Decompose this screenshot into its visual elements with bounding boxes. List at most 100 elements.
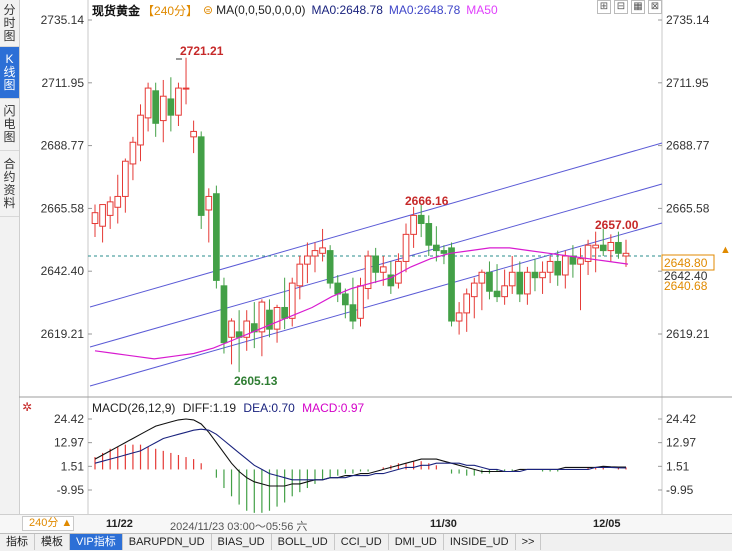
second-price-value: 2640.68 [664, 279, 708, 293]
price-tick-left: 2619.21 [41, 327, 85, 341]
tab-timeshare-label: 分时图 [3, 2, 16, 43]
candle-body-up [121, 160, 129, 197]
price-tick-right: 2711.95 [666, 76, 709, 90]
candle-body-up [470, 282, 478, 298]
candle-body-up [106, 201, 114, 216]
candle-body-down [417, 214, 425, 225]
period-label[interactable]: 【240分】 [142, 3, 199, 18]
macd-tick-right: -9.95 [666, 483, 694, 497]
candle-body-down [213, 193, 220, 281]
candle-body-up [561, 255, 569, 276]
current-price-tag [661, 254, 715, 271]
hidden-price-tick: 2642.40 [664, 269, 708, 283]
candle-body-up [501, 285, 508, 298]
candle-body-up [129, 141, 137, 165]
candle-body-up [546, 260, 554, 273]
candle-body-down [334, 282, 342, 295]
candle-body-up [296, 263, 304, 287]
candle-body-down [281, 306, 288, 319]
low-annotation: 2605.13 [234, 374, 278, 388]
macd-tick-right: 12.97 [666, 436, 696, 450]
tab-flash[interactable]: 闪电图 [0, 99, 19, 151]
tab-bias[interactable]: BIAS_UD [212, 534, 272, 550]
ma50-legend: MA50 [466, 3, 498, 17]
price-tick-right: 2688.77 [666, 139, 710, 153]
candle-body-up [410, 214, 417, 235]
price-axis: 2735.14 2735.14 2711.95 2711.95 2688.77 2688.… [41, 13, 710, 341]
kline-chart[interactable]: 2735.14 2735.14 2711.95 2711.95 2688.77 2688.… [0, 0, 732, 514]
price-annotations: 2721.21 2605.13 2666.16 2657.00 2648.802642.… [176, 44, 731, 388]
tab-indicator[interactable]: 指标 [0, 534, 35, 550]
candle-body-down [440, 250, 448, 254]
candle-body-down [341, 293, 349, 306]
candle-body-up [584, 244, 592, 262]
close-panel-icon[interactable]: ⊠ [648, 0, 662, 14]
tab-boll[interactable]: BOLL_UD [272, 534, 335, 550]
zoom-out-icon[interactable]: ⊟ [614, 0, 628, 14]
candle-body-up [114, 195, 122, 208]
candle-body-down [516, 271, 524, 295]
tab-barupdn[interactable]: BARUPDN_UD [123, 534, 212, 550]
instrument-title: 现货黄金 [92, 3, 141, 18]
candle-body-up [455, 312, 463, 322]
candle-body-up [539, 271, 546, 279]
candle-body-up [607, 241, 615, 252]
candle-body-up [182, 87, 190, 90]
mid-high-annotation: 2666.16 [405, 194, 449, 208]
tab-inside[interactable]: INSIDE_UD [444, 534, 516, 550]
candle-body-down [266, 309, 273, 330]
candle-body-down [349, 304, 357, 322]
indicator-tab-bar: 指标 模板 VIP指标 BARUPDN_UD BIAS_UD BOLL_UD C… [0, 533, 732, 551]
candle-body-up [144, 87, 152, 119]
tab-dmi[interactable]: DMI_UD [389, 534, 444, 550]
macd-tick-left: 24.42 [54, 412, 84, 426]
high-annotation: 2721.21 [180, 44, 224, 58]
candle-body-down [615, 241, 622, 254]
date-label-1130: 11/30 [430, 518, 457, 530]
tab-vip-indicator[interactable]: VIP指标 [70, 534, 123, 550]
candle-body-down [425, 223, 433, 246]
candle-body-up [190, 130, 197, 138]
macd-header: MACD(26,12,9) DIFF:1.19 DEA:0.70 MACD:0.… [92, 401, 364, 415]
candle-body-down [387, 274, 395, 287]
candle-body-down [152, 90, 160, 124]
current-price-value: 2648.80 [664, 256, 708, 270]
candle-body-up [478, 271, 486, 284]
candle-body-down [493, 290, 501, 298]
price-tick-left: 2735.14 [41, 13, 85, 27]
tab-contract-info[interactable]: 合约资料 [0, 151, 19, 217]
ma-params[interactable]: MA(0,0,50,0,0,0) [216, 3, 306, 17]
candle-body-down [486, 271, 493, 292]
settings-gear-icon[interactable]: ⊜ [203, 3, 214, 17]
tab-timeshare[interactable]: 分时图 [0, 0, 19, 47]
tab-contract-info-label: 合约资料 [3, 156, 16, 210]
tab-kline[interactable]: K线图 [0, 47, 19, 99]
macd-title[interactable]: MACD(26,12,9) [92, 401, 176, 415]
dea-line [94, 428, 627, 481]
time-axis-bar: 240分 ▲ 11/22 2024/11/23 03:00～05:56 六 11… [0, 514, 732, 533]
tab-template[interactable]: 模板 [35, 534, 70, 550]
candle-body-up [508, 271, 516, 287]
chart-header: 现货黄金 【240分】 ⊜ MA(0,0,50,0,0,0) MA0:2648.… [92, 2, 498, 18]
candle-body-down [220, 285, 228, 344]
chart-toolbar: ⊞ ⊟ ▦ ⊠ [597, 0, 665, 16]
tab-cci[interactable]: CCI_UD [335, 534, 389, 550]
channel-line [89, 142, 663, 308]
left-tab-strip: 分时图 K线图 闪电图 合约资料 [0, 0, 20, 520]
candlestick-series [91, 57, 630, 373]
candle-body-up [311, 250, 319, 257]
indicator-settings-icon[interactable]: ✲ [22, 400, 33, 414]
period-selector-button[interactable]: 240分 ▲ [22, 516, 74, 531]
tab-kline-label: K线图 [3, 52, 16, 92]
candle-body-up [463, 293, 471, 314]
candle-body-down [433, 244, 440, 252]
layout-grid-icon[interactable]: ▦ [631, 0, 645, 14]
candle-body-down [167, 98, 175, 116]
price-tick-right: 2735.14 [666, 13, 710, 27]
macd-dea-value: DEA:0.70 [243, 401, 295, 415]
candle-body-up [159, 95, 167, 122]
tab-more[interactable]: >> [516, 534, 542, 550]
candle-body-up [379, 266, 387, 273]
zoom-in-icon[interactable]: ⊞ [597, 0, 611, 14]
candle-body-up [137, 114, 144, 146]
